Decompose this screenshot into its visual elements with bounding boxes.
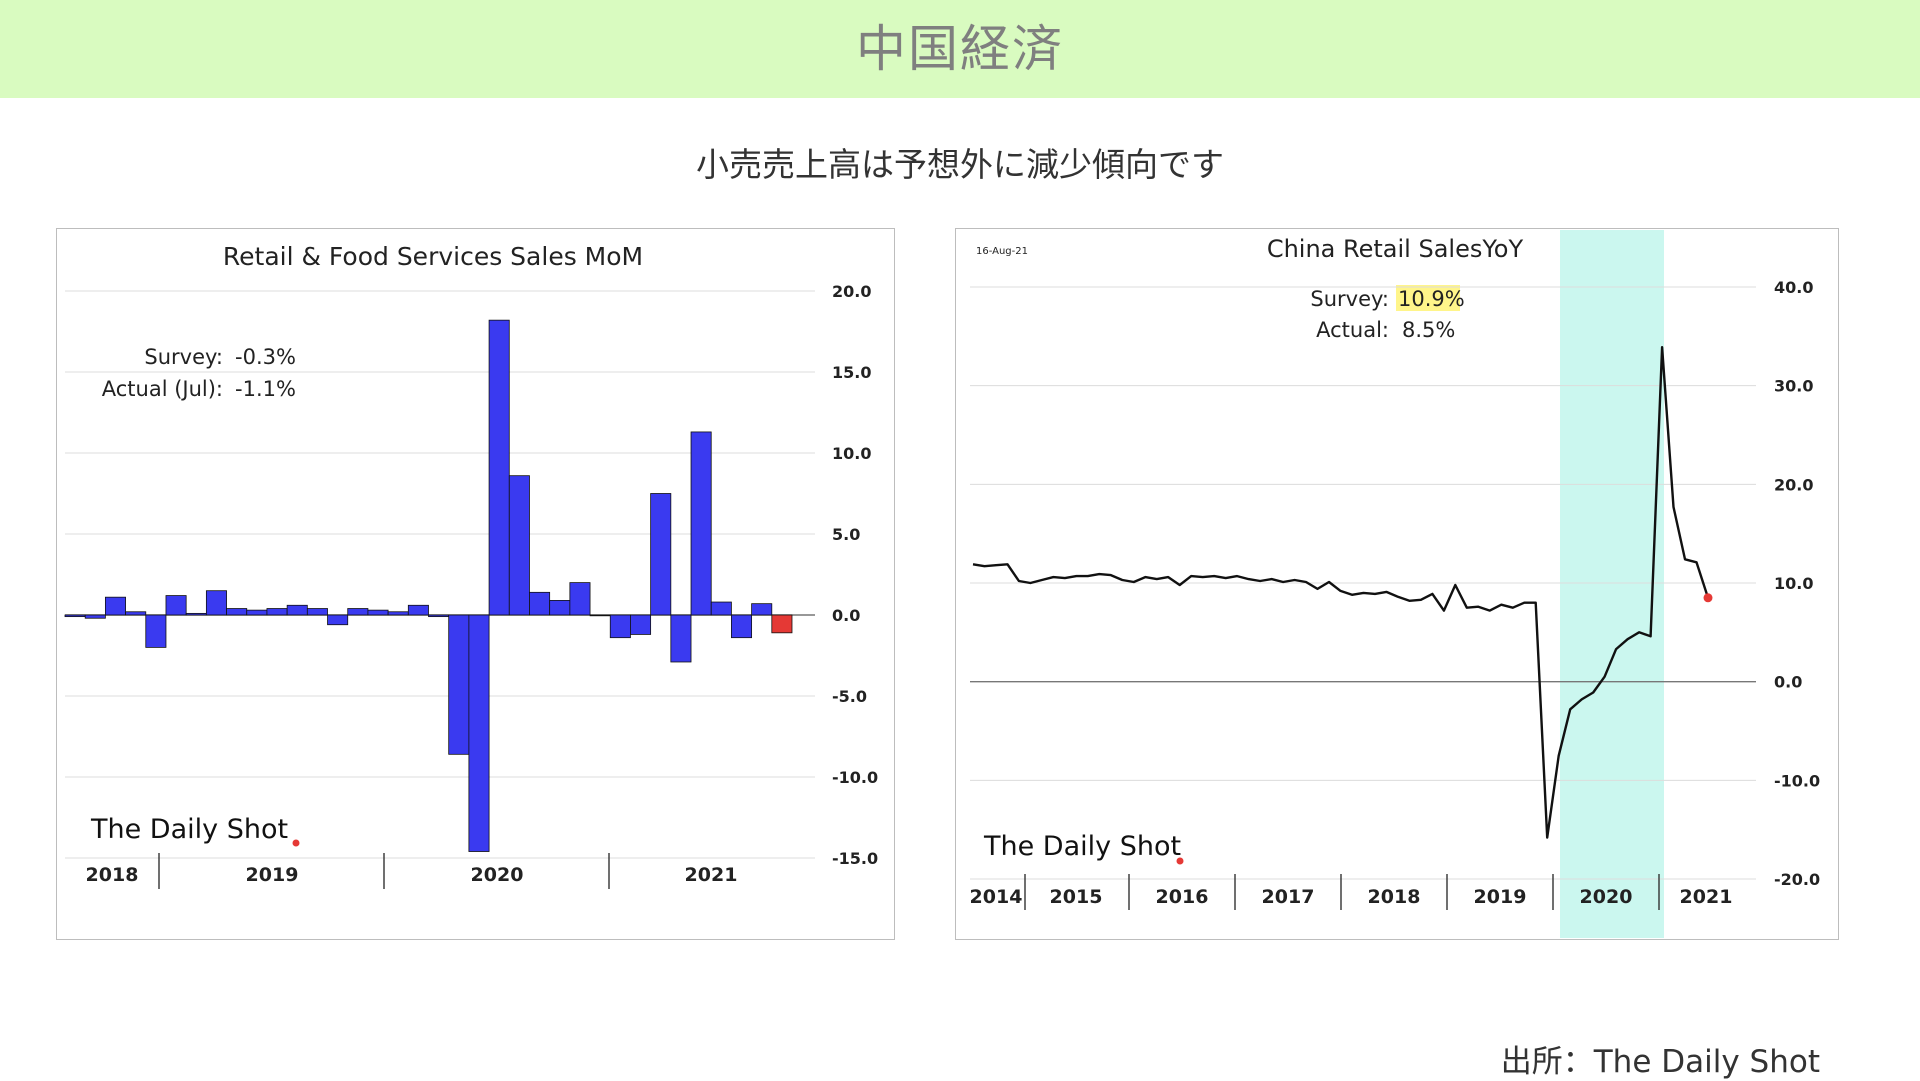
x-tick-label: 2019 [246, 864, 299, 886]
bar [165, 595, 187, 616]
y-tick-label: -10.0 [832, 768, 878, 787]
survey-value: 10.9% [1398, 287, 1465, 311]
y-tick-label: -10.0 [1774, 771, 1820, 790]
x-tick-label: 2018 [86, 864, 139, 886]
y-tick-label: 0.0 [832, 606, 860, 625]
x-tick-label: 2019 [1474, 886, 1527, 908]
bar [650, 493, 672, 616]
survey-value: -0.3% [235, 345, 296, 369]
date-label: 16-Aug-21 [976, 246, 1028, 257]
bar [569, 582, 591, 616]
x-tick-label: 2016 [1156, 886, 1209, 908]
bar [670, 614, 692, 663]
x-tick-label: 2015 [1050, 886, 1103, 908]
bar [246, 609, 268, 616]
bar [64, 614, 86, 618]
bar [731, 614, 753, 639]
y-tick-label: 10.0 [832, 444, 871, 463]
bar [609, 614, 631, 639]
y-tick-label: 5.0 [832, 525, 860, 544]
bar [448, 614, 470, 755]
x-tick-label: 2017 [1262, 886, 1315, 908]
header-bar [0, 0, 1920, 98]
y-tick-label: 20.0 [832, 282, 871, 301]
chart-panel-mom: Retail & Food Services Sales MoM Survey:… [56, 228, 895, 940]
latest-point [1703, 593, 1713, 603]
bar [125, 611, 147, 616]
x-tick-label: 2018 [1368, 886, 1421, 908]
page-title: 中国経済 [856, 20, 1064, 78]
bar [508, 475, 530, 616]
x-tick-label: 2021 [685, 864, 738, 886]
logo-dot [292, 839, 300, 847]
chart-title: Retail & Food Services Sales MoM [223, 242, 643, 271]
x-tick-label: 2020 [471, 864, 524, 886]
bar [468, 614, 490, 852]
y-tick-label: 0.0 [1774, 673, 1802, 692]
actual-value: -1.1% [235, 377, 296, 401]
bar [205, 590, 227, 616]
actual-label: Actual (Jul): [102, 377, 223, 401]
bar [529, 591, 551, 616]
x-tick-label: 2014 [970, 886, 1023, 908]
survey-label: Survey: [1310, 287, 1389, 311]
survey-label: Survey: [144, 345, 223, 369]
bar [630, 614, 652, 635]
bar [589, 614, 611, 617]
x-tick-label: 2020 [1580, 886, 1633, 908]
y-tick-label: 10.0 [1774, 574, 1813, 593]
bar [327, 614, 349, 626]
bar [286, 604, 308, 616]
bar [488, 319, 510, 616]
bar [428, 614, 450, 618]
shaded-period-2020 [1560, 230, 1664, 938]
bar [145, 614, 167, 648]
bar [367, 609, 389, 616]
bar [266, 608, 288, 616]
daily-shot-logo: The Daily Shot [983, 831, 1181, 862]
yoy-line-chart: 16-Aug-21 China Retail SalesYoY Survey: … [970, 230, 1820, 938]
actual-label: Actual: [1316, 318, 1389, 342]
bar [751, 603, 773, 616]
chart-panel-yoy: 16-Aug-21 China Retail SalesYoY Survey: … [955, 228, 1839, 940]
x-tick-label: 2021 [1680, 886, 1733, 908]
bar [347, 608, 369, 616]
bar [549, 600, 571, 616]
source-note: 出所：The Daily Shot [1500, 1044, 1820, 1080]
y-tick-label: -15.0 [832, 849, 878, 868]
bar [226, 608, 248, 616]
bar [185, 612, 207, 616]
y-tick-label: -5.0 [832, 687, 867, 706]
survey-highlight [1396, 285, 1460, 311]
y-tick-label: 15.0 [832, 363, 871, 382]
bar [387, 611, 409, 616]
bar-latest [771, 614, 793, 634]
bar [306, 608, 328, 616]
logo-dot [1176, 857, 1184, 865]
daily-shot-logo: The Daily Shot [90, 814, 288, 845]
bar [710, 601, 732, 616]
actual-value: 8.5% [1402, 318, 1455, 342]
mom-bar-chart: Retail & Food Services Sales MoM Survey:… [64, 242, 878, 889]
page-subtitle: 小売売上高は予想外に減少傾向です [696, 145, 1224, 184]
y-tick-label: 30.0 [1774, 377, 1813, 396]
chart-title: China Retail SalesYoY [1267, 235, 1524, 263]
y-tick-label: 40.0 [1774, 278, 1813, 297]
y-tick-label: -20.0 [1774, 870, 1820, 889]
bar [407, 604, 429, 616]
bar [104, 596, 126, 616]
y-tick-label: 20.0 [1774, 475, 1813, 494]
bar [690, 431, 712, 616]
bar [84, 614, 106, 619]
series-line [972, 345, 1710, 839]
